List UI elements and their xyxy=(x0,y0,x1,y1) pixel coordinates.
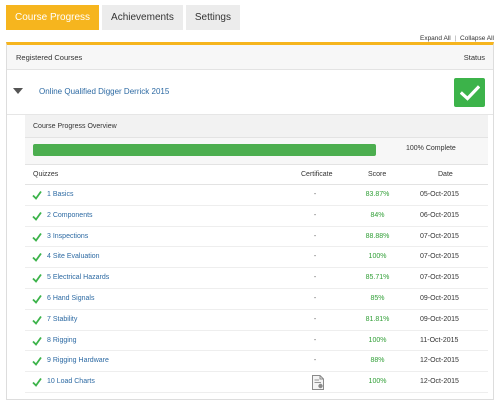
certificate-header: Certificate xyxy=(301,171,333,178)
progress-overview-header: Course Progress Overview xyxy=(25,115,488,138)
score-header: Score xyxy=(368,171,387,178)
date-cell: 07-Oct-2015 xyxy=(420,253,459,261)
score-cell: 100% xyxy=(368,378,387,386)
progress-label: 100% Complete xyxy=(406,145,456,152)
quiz-list: 1 Basics - 83.87% 05-Oct-2015 2 Componen… xyxy=(25,185,488,393)
tab-settings[interactable]: Settings xyxy=(185,5,240,30)
certificate-cell: - xyxy=(313,274,317,282)
course-row: Online Qualified Digger Derrick 2015 xyxy=(7,70,493,115)
quiz-name-link[interactable]: 3 Inspections xyxy=(47,232,89,240)
score-cell: 81.81% xyxy=(365,315,390,323)
date-cell: 07-Oct-2015 xyxy=(420,274,459,282)
quizzes-table-header: Quizzes Certificate Score Date xyxy=(25,165,488,185)
date-cell: 12-Oct-2015 xyxy=(420,357,459,365)
date-cell: 12-Oct-2015 xyxy=(420,378,459,386)
table-row: 6 Hand Signals - 85% 09-Oct-2015 xyxy=(25,289,488,310)
course-detail: Course Progress Overview 100% Complete Q… xyxy=(25,115,488,400)
date-cell: 09-Oct-2015 xyxy=(420,315,459,323)
check-icon xyxy=(32,357,42,367)
score-cell: 84% xyxy=(370,211,385,219)
certificate-cell: - xyxy=(313,294,317,302)
tab-achievements[interactable]: Achievements xyxy=(102,5,183,30)
certificate-cell: - xyxy=(313,191,317,198)
certificate-cell: - xyxy=(313,357,317,365)
score-cell: 83.87% xyxy=(365,191,390,198)
quiz-name-link[interactable]: 4 Site Evaluation xyxy=(47,253,100,261)
quiz-name-link[interactable]: 6 Hand Signals xyxy=(47,294,95,302)
score-cell: 100% xyxy=(368,336,387,344)
quiz-name-link[interactable]: 8 Rigging xyxy=(47,336,77,344)
quizzes-header: Quizzes xyxy=(33,171,59,178)
date-cell: 06-Oct-2015 xyxy=(420,211,459,219)
certificate-cell: - xyxy=(313,253,317,261)
certificate-cell: - xyxy=(313,211,317,219)
table-row: 4 Site Evaluation - 100% 07-Oct-2015 xyxy=(25,247,488,269)
table-row: 7 Stability - 81.81% 09-Oct-2015 xyxy=(25,310,488,331)
quiz-name-link[interactable]: 2 Components xyxy=(47,211,93,219)
tab-course-progress[interactable]: Course Progress xyxy=(6,5,100,30)
date-header: Date xyxy=(438,171,453,178)
check-icon xyxy=(32,274,42,284)
table-row: 1 Basics - 83.87% 05-Oct-2015 xyxy=(25,185,488,206)
score-cell: 100% xyxy=(368,253,387,261)
status-badge xyxy=(454,78,485,107)
collapse-all-link[interactable]: Collapse All xyxy=(460,35,494,42)
score-cell: 88% xyxy=(370,357,385,365)
progress-bar xyxy=(33,144,376,156)
check-icon xyxy=(32,211,42,221)
tab-bar: Course Progress Achievements Settings xyxy=(6,5,240,30)
score-cell: 85.71% xyxy=(365,274,390,282)
quiz-name-link[interactable]: 9 Rigging Hardware xyxy=(47,357,109,365)
quiz-name-link[interactable]: 7 Stability xyxy=(47,315,78,323)
table-row: 9 Rigging Hardware - 88% 12-Oct-2015 xyxy=(25,351,488,373)
table-row: 2 Components - 84% 06-Oct-2015 xyxy=(25,206,488,227)
quiz-name-link[interactable]: 10 Load Charts xyxy=(47,378,95,386)
check-icon xyxy=(32,336,42,346)
link-separator: | xyxy=(454,35,457,42)
certificate-cell: - xyxy=(313,336,317,344)
check-icon xyxy=(32,253,42,263)
course-name-link[interactable]: Online Qualified Digger Derrick 2015 xyxy=(39,87,170,96)
registered-courses-header: Registered Courses xyxy=(16,52,83,62)
date-cell: 05-Oct-2015 xyxy=(420,191,459,198)
score-cell: 85% xyxy=(370,294,385,302)
check-icon xyxy=(32,294,42,304)
table-row: 5 Electrical Hazards - 85.71% 07-Oct-201… xyxy=(25,268,488,289)
expand-all-link[interactable]: Expand All xyxy=(419,35,451,42)
quiz-name-link[interactable]: 5 Electrical Hazards xyxy=(47,274,110,282)
status-header: Status xyxy=(463,52,485,62)
expand-collapse-links: Expand All | Collapse All xyxy=(420,35,494,42)
certificate-icon[interactable] xyxy=(311,375,325,391)
courses-panel: Registered Courses Status Online Qualifi… xyxy=(6,42,494,400)
check-icon xyxy=(32,378,42,388)
date-cell: 11-Oct-2015 xyxy=(420,336,459,344)
date-cell: 09-Oct-2015 xyxy=(420,294,459,302)
progress-bar-fill xyxy=(33,144,376,156)
score-cell: 88.88% xyxy=(365,232,390,240)
progress-area: 100% Complete xyxy=(25,138,488,165)
courses-table-header: Registered Courses Status xyxy=(7,45,493,70)
check-icon xyxy=(459,84,480,101)
check-icon xyxy=(32,190,42,200)
progress-overview-title: Course Progress Overview xyxy=(33,122,117,130)
check-icon xyxy=(32,232,42,242)
table-row: 8 Rigging - 100% 11-Oct-2015 xyxy=(25,331,488,352)
date-cell: 07-Oct-2015 xyxy=(420,232,459,240)
certificate-cell: - xyxy=(313,232,317,240)
collapse-caret-icon[interactable] xyxy=(13,88,23,94)
table-row: 10 Load Charts 100% 12-Oct-2015 xyxy=(25,372,488,393)
certificate-cell: - xyxy=(313,315,317,323)
quiz-name-link[interactable]: 1 Basics xyxy=(47,191,74,198)
table-row: 3 Inspections - 88.88% 07-Oct-2015 xyxy=(25,227,488,248)
check-icon xyxy=(32,315,42,325)
